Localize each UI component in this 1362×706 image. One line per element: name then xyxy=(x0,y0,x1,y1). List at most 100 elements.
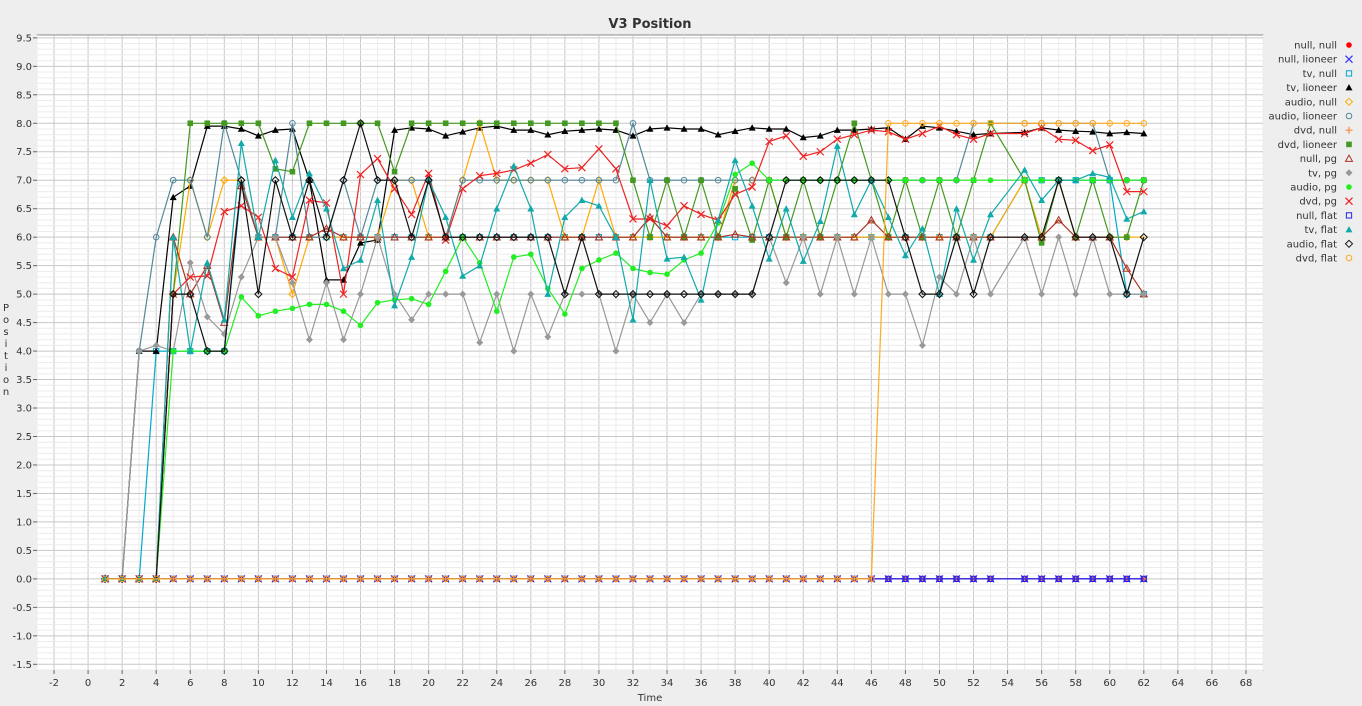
data-point xyxy=(1054,215,1064,224)
data-point xyxy=(663,255,671,262)
legend-item: null, null xyxy=(1294,41,1352,52)
data-point xyxy=(510,254,517,260)
x-tick-label: 38 xyxy=(729,678,742,689)
data-point xyxy=(578,575,586,583)
x-tick-label: 62 xyxy=(1137,678,1150,689)
data-point xyxy=(527,176,535,184)
x-tick-label: 0 xyxy=(85,678,91,689)
x-tick-label: 52 xyxy=(967,678,980,689)
data-point xyxy=(255,120,262,127)
data-point xyxy=(747,232,757,241)
data-point xyxy=(664,177,670,184)
data-point xyxy=(1021,177,1028,184)
data-point xyxy=(1072,290,1080,298)
data-point xyxy=(562,120,568,127)
x-tick-label: 16 xyxy=(354,678,367,689)
data-point xyxy=(289,119,296,127)
data-point xyxy=(698,250,704,256)
data-point xyxy=(340,575,347,583)
data-point xyxy=(424,232,433,241)
data-point xyxy=(833,126,841,133)
y-tick-label: 5.5 xyxy=(16,261,32,272)
legend-marker xyxy=(1346,42,1352,48)
legend-item: tv, flat xyxy=(1304,225,1353,236)
data-point xyxy=(833,135,842,144)
data-point xyxy=(952,232,961,242)
data-point xyxy=(696,232,706,242)
y-axis: -1.5 -1.0 -0.5 0.0 0.5 1.0 1.5 2.0 2.5 3.0 3.5 4.0 4… xyxy=(12,33,37,671)
data-point xyxy=(732,185,738,192)
data-point xyxy=(272,166,279,172)
data-point xyxy=(1089,169,1097,177)
legend-marker xyxy=(1345,84,1353,91)
data-point xyxy=(1038,177,1045,184)
data-point xyxy=(662,289,672,299)
data-point xyxy=(629,316,637,323)
data-point xyxy=(765,575,773,583)
data-point xyxy=(289,305,296,312)
data-point xyxy=(459,176,466,184)
data-point xyxy=(272,308,279,315)
series-audio-flat xyxy=(100,119,1149,584)
legend: null, null null, lioneer tv, null tv, lione… xyxy=(1269,41,1354,265)
data-point xyxy=(679,289,689,299)
data-point xyxy=(305,176,314,185)
data-point xyxy=(902,575,909,583)
x-tick-label: 6 xyxy=(187,678,193,689)
data-point xyxy=(953,119,960,127)
data-point xyxy=(169,289,178,299)
data-point xyxy=(646,575,654,583)
data-point xyxy=(408,176,415,184)
data-point xyxy=(271,156,279,164)
data-point xyxy=(118,575,126,583)
data-point xyxy=(373,154,382,163)
data-point xyxy=(782,205,790,212)
data-point xyxy=(169,575,177,583)
data-point xyxy=(782,125,790,132)
x-tick-label: 44 xyxy=(831,678,844,689)
data-point xyxy=(425,125,433,132)
data-point xyxy=(799,233,807,241)
data-point xyxy=(1123,215,1131,222)
data-point xyxy=(356,119,365,128)
data-point xyxy=(561,213,569,221)
data-point xyxy=(799,575,807,583)
data-point xyxy=(662,232,672,242)
x-tick-label: 20 xyxy=(422,678,435,689)
data-point xyxy=(475,171,484,180)
data-point xyxy=(1038,240,1045,246)
data-point xyxy=(646,215,654,223)
data-point xyxy=(918,225,926,232)
legend-item: dvd, lioneer xyxy=(1278,140,1352,151)
data-point xyxy=(1038,290,1046,298)
data-point xyxy=(816,217,824,225)
data-point xyxy=(186,347,194,354)
data-point xyxy=(765,255,773,262)
data-point xyxy=(578,290,586,298)
data-point xyxy=(271,233,279,241)
data-point xyxy=(1123,234,1130,240)
data-point xyxy=(408,295,415,302)
data-point xyxy=(611,232,621,242)
data-point xyxy=(816,147,825,156)
data-point xyxy=(867,176,876,185)
legend-label: null, flat xyxy=(1296,211,1337,222)
data-point xyxy=(986,129,995,138)
data-point xyxy=(187,120,194,127)
data-point xyxy=(544,575,552,583)
x-tick-label: 56 xyxy=(1035,678,1048,689)
data-point xyxy=(357,256,365,263)
data-point xyxy=(374,196,382,203)
data-point xyxy=(255,312,262,319)
data-point xyxy=(323,575,330,583)
data-point xyxy=(357,322,364,329)
data-point xyxy=(203,346,212,356)
data-point xyxy=(629,119,637,127)
data-point xyxy=(560,289,570,299)
data-point xyxy=(1089,177,1096,184)
data-point xyxy=(288,289,297,299)
data-point xyxy=(544,290,552,297)
data-point xyxy=(1122,263,1132,272)
data-point xyxy=(612,233,620,240)
data-point xyxy=(630,177,636,184)
